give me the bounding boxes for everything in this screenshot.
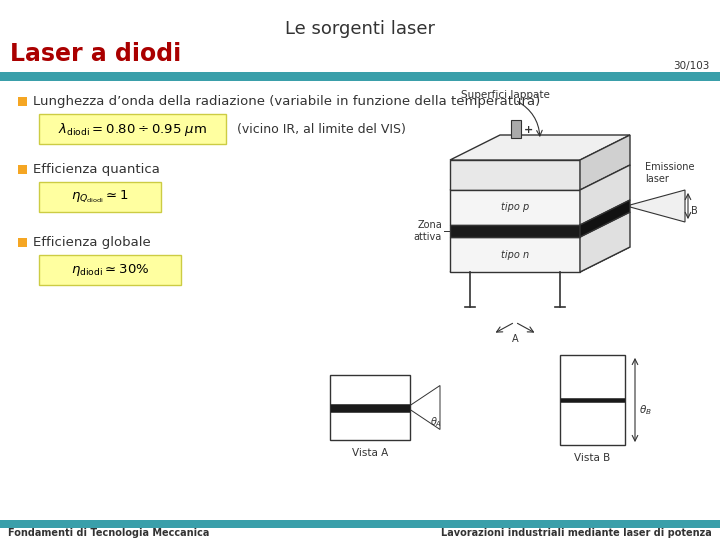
Text: A: A	[512, 334, 518, 344]
Bar	[18, 165, 27, 174]
Polygon shape	[450, 165, 630, 190]
Polygon shape	[580, 135, 630, 190]
Text: Emissione
laser: Emissione laser	[645, 163, 695, 184]
Polygon shape	[630, 190, 685, 222]
Text: tipo p: tipo p	[501, 202, 529, 213]
Text: Vista A: Vista A	[352, 448, 388, 458]
Text: Efficienza quantica: Efficienza quantica	[33, 163, 160, 176]
Polygon shape	[580, 200, 630, 237]
Text: Zona
attiva: Zona attiva	[414, 220, 442, 242]
Polygon shape	[580, 212, 630, 272]
FancyBboxPatch shape	[39, 255, 181, 285]
Text: $\eta_{\mathrm{diodi}} \simeq 30\%$: $\eta_{\mathrm{diodi}} \simeq 30\%$	[71, 262, 149, 278]
Text: Lunghezza d’onda della radiazione (variabile in funzione della temperatura): Lunghezza d’onda della radiazione (varia…	[33, 95, 540, 108]
Bar	[18, 97, 27, 106]
Bar	[560, 355, 625, 445]
Bar	[330, 375, 410, 440]
Text: 30/103: 30/103	[674, 61, 710, 71]
Text: Efficienza globale: Efficienza globale	[33, 236, 150, 249]
Polygon shape	[410, 386, 440, 429]
Text: +: +	[524, 125, 534, 135]
Polygon shape	[450, 247, 630, 272]
Text: $\lambda_{\mathrm{diodi}} = 0.80 \div 0.95\ \mu\mathrm{m}$: $\lambda_{\mathrm{diodi}} = 0.80 \div 0.…	[58, 120, 207, 138]
Text: Vista B: Vista B	[575, 453, 611, 463]
Text: (vicino IR, al limite del VIS): (vicino IR, al limite del VIS)	[237, 123, 406, 136]
Bar	[560, 398, 625, 402]
Bar	[0, 520, 720, 528]
Polygon shape	[450, 160, 580, 190]
Polygon shape	[450, 135, 630, 160]
Text: $\theta_A$: $\theta_A$	[430, 415, 442, 429]
FancyBboxPatch shape	[39, 182, 161, 212]
Text: Le sorgenti laser: Le sorgenti laser	[285, 20, 435, 38]
Bar	[511, 120, 521, 138]
Bar	[18, 238, 27, 247]
Text: tipo n: tipo n	[501, 249, 529, 260]
Bar	[330, 403, 410, 411]
Text: Superfici lappate: Superfici lappate	[461, 90, 549, 100]
Polygon shape	[450, 225, 580, 237]
Text: $\eta_{Q_{\mathrm{diodi}}} \simeq 1$: $\eta_{Q_{\mathrm{diodi}}} \simeq 1$	[71, 188, 129, 205]
Text: $\theta_B$: $\theta_B$	[639, 403, 652, 417]
Bar	[0, 72, 720, 81]
Text: Laser a diodi: Laser a diodi	[10, 42, 181, 66]
Polygon shape	[580, 165, 630, 225]
FancyBboxPatch shape	[39, 114, 226, 144]
Text: Lavorazioni industriali mediante laser di potenza: Lavorazioni industriali mediante laser d…	[441, 528, 712, 538]
Text: B: B	[691, 206, 698, 216]
Polygon shape	[450, 190, 580, 225]
Polygon shape	[450, 237, 580, 272]
Text: Fondamenti di Tecnologia Meccanica: Fondamenti di Tecnologia Meccanica	[8, 528, 210, 538]
